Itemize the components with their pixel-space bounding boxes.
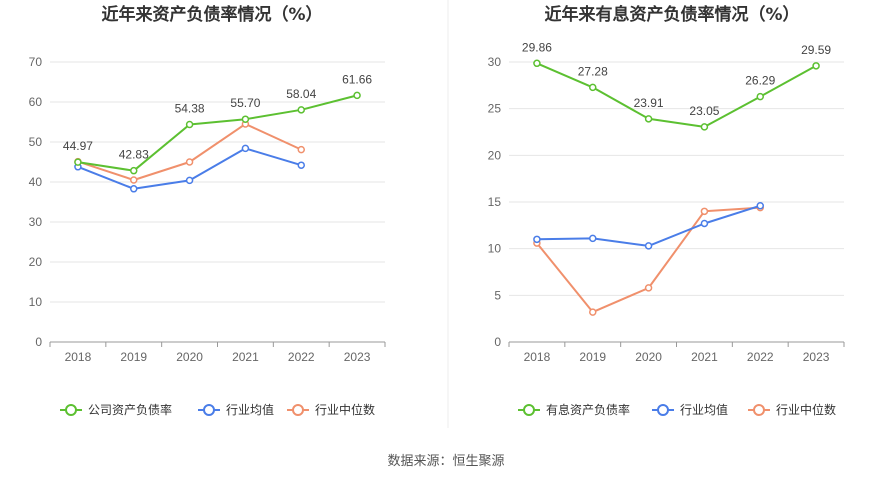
chart-title-left: 近年来资产负债率情况（%） xyxy=(101,4,322,25)
legend-item[interactable]: 行业均值 xyxy=(198,402,274,417)
data-point xyxy=(241,144,250,153)
y-tick-label: 70 xyxy=(29,55,43,69)
legend-label: 公司资产负债率 xyxy=(88,402,172,417)
data-point xyxy=(185,176,194,185)
series-line xyxy=(77,123,302,181)
data-label: 42.83 xyxy=(119,148,149,162)
legend-label: 行业中位数 xyxy=(315,402,375,417)
data-point xyxy=(297,106,305,114)
y-tick-label: 40 xyxy=(29,175,43,189)
data-label: 29.59 xyxy=(801,43,831,57)
legend-label: 有息资产负债率 xyxy=(546,402,630,417)
legend-swatch-marker xyxy=(292,404,304,416)
y-tick-label: 30 xyxy=(29,215,43,229)
x-tick-label: 2023 xyxy=(344,350,371,364)
y-tick-label: 10 xyxy=(488,242,502,256)
data-label: 23.05 xyxy=(689,104,719,118)
data-point xyxy=(644,115,653,123)
data-label: 23.91 xyxy=(634,96,664,110)
y-tick-label: 15 xyxy=(488,195,502,209)
data-point xyxy=(185,158,194,166)
data-label: 27.28 xyxy=(578,64,608,78)
data-point xyxy=(297,161,305,169)
x-tick-label: 2018 xyxy=(524,350,551,364)
legend-swatch-marker xyxy=(657,404,669,416)
x-tick-label: 2022 xyxy=(747,350,774,364)
data-point xyxy=(589,234,597,243)
source-note: 数据来源：恒生聚源 xyxy=(387,454,504,469)
legend-swatch-marker xyxy=(203,404,215,416)
data-point xyxy=(700,219,709,228)
legend-item[interactable]: 有息资产负债率 xyxy=(518,402,630,417)
data-point xyxy=(756,92,764,101)
x-tick-label: 2018 xyxy=(65,350,92,364)
x-tick-label: 2020 xyxy=(635,350,662,364)
data-point xyxy=(185,120,194,129)
data-point xyxy=(533,59,541,68)
series-line xyxy=(536,204,761,247)
series-line xyxy=(77,94,358,172)
data-label: 44.97 xyxy=(63,139,93,153)
data-point xyxy=(644,284,653,292)
legend-label: 行业均值 xyxy=(680,402,728,417)
x-tick-label: 2022 xyxy=(288,350,315,364)
data-point xyxy=(700,123,709,131)
legend-right: 有息资产负债率 行业均值 行业中位数 xyxy=(518,402,836,417)
data-label: 29.86 xyxy=(522,40,552,54)
x-tick-label: 2023 xyxy=(803,350,830,364)
x-tick-label: 2019 xyxy=(120,350,147,364)
data-point xyxy=(297,145,305,154)
data-label: 55.70 xyxy=(230,96,260,110)
y-tick-label: 0 xyxy=(494,335,501,349)
y-tick-label: 5 xyxy=(494,288,501,302)
legend-label: 行业中位数 xyxy=(776,402,836,417)
x-tick-label: 2021 xyxy=(232,350,259,364)
data-point xyxy=(700,207,709,216)
data-point xyxy=(74,158,82,166)
data-point xyxy=(644,242,653,250)
legend-item[interactable]: 行业中位数 xyxy=(287,402,375,417)
series-line xyxy=(536,206,761,314)
chart-title-right: 近年来有息资产负债率情况（%） xyxy=(544,4,799,25)
data-point xyxy=(130,185,138,193)
y-tick-label: 30 xyxy=(488,55,502,69)
data-point xyxy=(533,235,541,244)
x-tick-label: 2019 xyxy=(579,350,606,364)
data-point xyxy=(241,115,250,123)
legend-swatch-marker xyxy=(753,404,765,416)
series-line xyxy=(536,62,817,128)
data-point xyxy=(812,62,820,70)
data-label: 58.04 xyxy=(286,87,316,101)
legend-swatch-marker xyxy=(523,404,535,416)
y-tick-label: 25 xyxy=(488,102,502,116)
data-label: 61.66 xyxy=(342,72,372,86)
legend-item[interactable]: 行业均值 xyxy=(652,402,728,417)
data-point xyxy=(130,176,138,184)
legend-item[interactable]: 公司资产负债率 xyxy=(60,402,172,417)
y-tick-label: 0 xyxy=(35,335,42,349)
y-tick-label: 10 xyxy=(29,295,43,309)
legend-swatch-marker xyxy=(65,404,77,416)
x-tick-label: 2021 xyxy=(691,350,718,364)
legend-label: 行业均值 xyxy=(226,402,274,417)
x-tick-label: 2020 xyxy=(176,350,203,364)
y-tick-label: 50 xyxy=(29,135,43,149)
y-tick-label: 60 xyxy=(29,95,43,109)
data-point xyxy=(589,308,597,316)
data-point xyxy=(589,83,597,92)
plot-right: 0 5 10 15 20 25 30 2018 2019 2020 2021 2022 2023 29.8… xyxy=(488,40,845,364)
y-tick-label: 20 xyxy=(29,255,43,269)
data-label: 26.29 xyxy=(745,74,775,88)
plot-left: 0 10 20 30 40 50 60 70 2018 2019 2020 2021 2022 2023 4… xyxy=(29,55,386,364)
y-tick-label: 20 xyxy=(488,148,502,162)
data-point xyxy=(756,201,764,210)
data-point xyxy=(130,166,138,175)
data-point xyxy=(353,91,361,100)
legend-item[interactable]: 行业中位数 xyxy=(748,402,836,417)
legend-left: 公司资产负债率 行业均值 行业中位数 xyxy=(60,402,375,417)
data-label: 54.38 xyxy=(175,101,205,115)
